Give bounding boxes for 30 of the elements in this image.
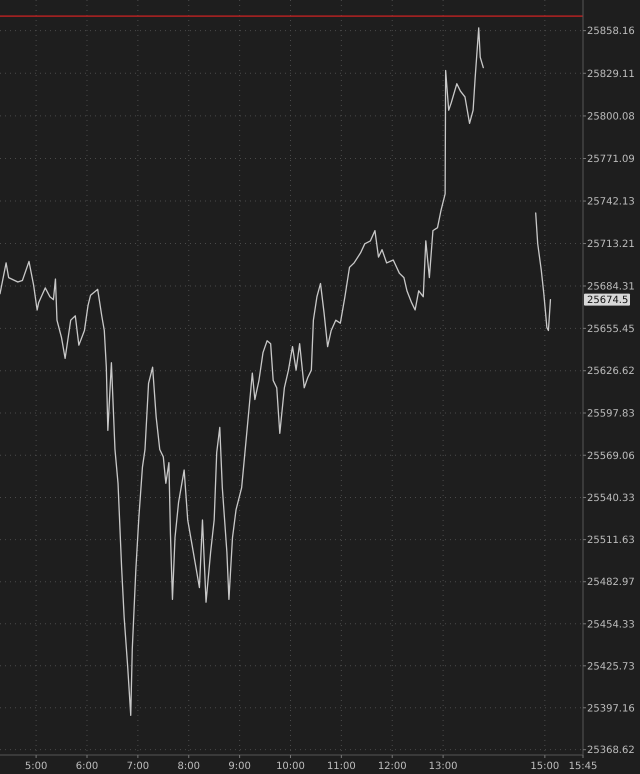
y-tick-label: 25771.09 <box>587 154 635 166</box>
y-tick-label: 25511.63 <box>587 535 635 546</box>
y-tick-label: 25368.62 <box>587 745 635 756</box>
x-tick-label: 9:00 <box>228 761 251 772</box>
x-tick-label: 12:00 <box>378 761 407 772</box>
y-tick-label: 25569.06 <box>587 450 635 462</box>
text: 25674.5 <box>587 295 628 306</box>
x-tick-label: 11:00 <box>326 761 356 772</box>
y-tick-label: 25540.33 <box>587 492 635 504</box>
y-tick-label: 25829.11 <box>587 68 635 80</box>
y-tick-label: 25684.31 <box>587 281 635 292</box>
x-tick-label: 15:00 <box>530 761 560 772</box>
y-tick-label: 25858.16 <box>587 26 635 38</box>
x-tick-label: 8:00 <box>178 761 200 772</box>
y-tick-label: 25597.83 <box>587 408 635 420</box>
y-tick-label: 25742.13 <box>587 196 635 208</box>
y-tick-label: 25713.21 <box>587 239 635 250</box>
y-tick-label: 25655.45 <box>587 324 635 335</box>
x-tick-label: 10:00 <box>276 761 305 772</box>
y-tick-label: 25397.16 <box>587 703 635 714</box>
x-tick-label: 5:00 <box>24 761 48 772</box>
x-tick-label: 7:00 <box>126 761 150 772</box>
x-tick-label: 6:00 <box>76 761 98 772</box>
x-tick-label: 15:45 <box>568 761 598 772</box>
y-tick-label: 25454.33 <box>587 619 635 630</box>
y-tick-label: 25425.73 <box>587 661 635 672</box>
y-tick-label: 25482.97 <box>587 577 635 588</box>
x-tick-label: 13:00 <box>428 761 458 772</box>
y-tick-label: 25626.62 <box>587 366 635 378</box>
y-tick-label: 25800.08 <box>587 111 635 122</box>
